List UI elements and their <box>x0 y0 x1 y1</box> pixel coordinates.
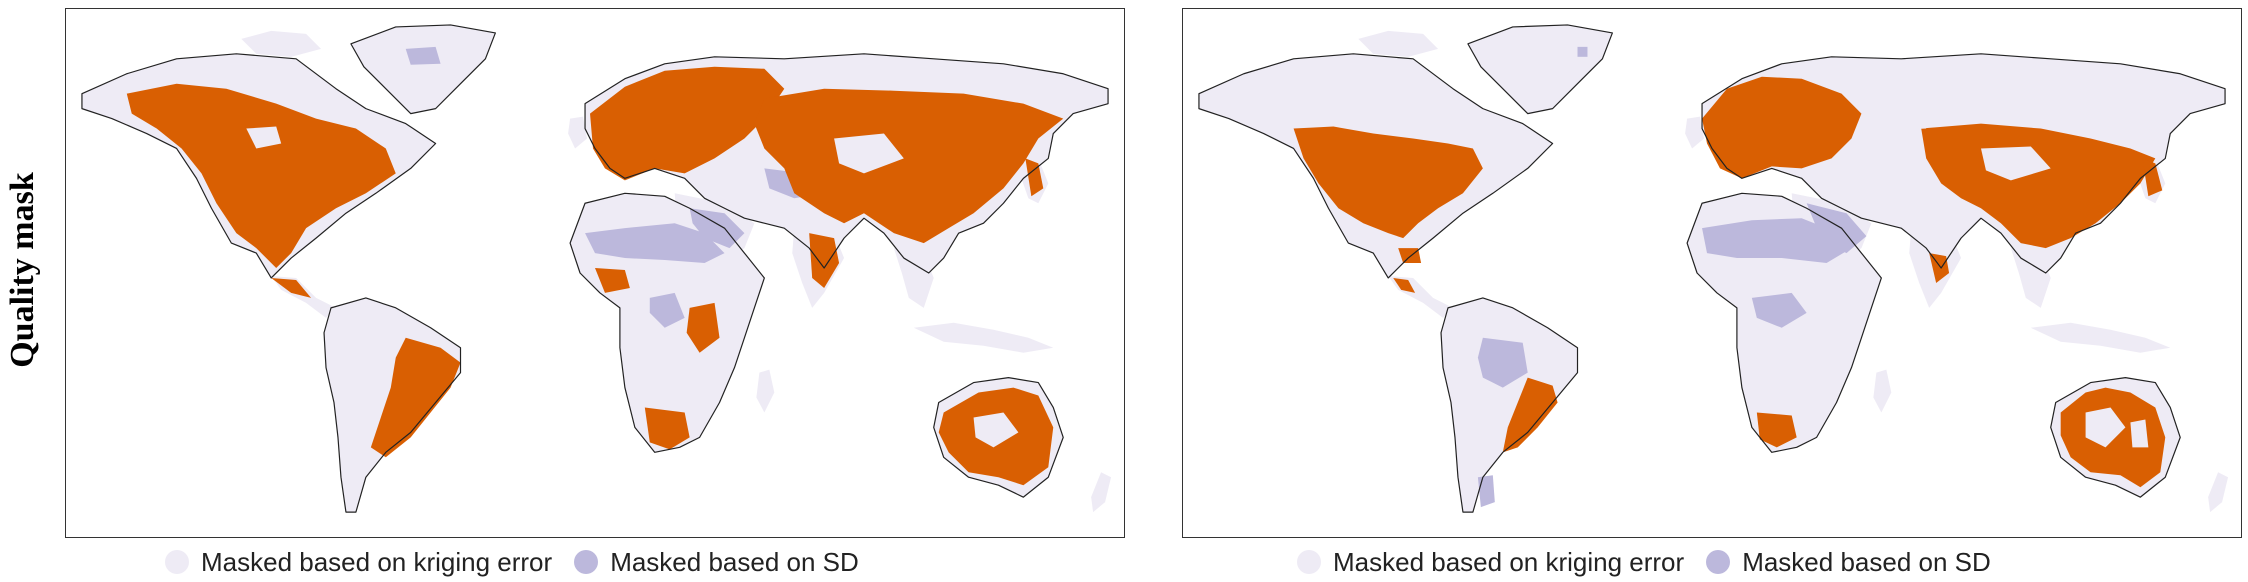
sd-sahara <box>585 223 725 264</box>
um-central-america <box>271 277 312 298</box>
sd-greenland <box>1577 46 1588 57</box>
sd-swatch-icon <box>1706 550 1731 574</box>
uk <box>1685 116 1705 149</box>
map-panel-right <box>1182 8 2242 538</box>
mask-inside-unmasked <box>246 126 1019 448</box>
um-south-africa <box>644 407 690 450</box>
greenland <box>350 24 496 114</box>
um-india <box>1929 253 1950 283</box>
legend-label-sd: Masked based on SD <box>610 546 859 577</box>
land-unmasked <box>126 66 1064 486</box>
um-japan <box>2142 158 2163 197</box>
madagascar <box>1873 369 1892 413</box>
south-america <box>1441 297 1578 513</box>
row-title: Quality mask <box>0 0 46 540</box>
southeast-asia <box>2010 248 2051 308</box>
sd-africa-south <box>649 292 685 328</box>
mask-inside-unmasked <box>1881 106 2149 448</box>
sd-sahara <box>1702 218 1852 264</box>
um-east-africa <box>686 302 720 353</box>
madagascar <box>756 369 775 413</box>
um-north-america <box>126 83 396 269</box>
um-west-africa <box>595 268 630 293</box>
um-south-africa <box>1756 412 1797 448</box>
um-asia <box>1921 123 2156 249</box>
sd-africa-central <box>1751 292 1807 328</box>
new-zealand <box>2208 472 2229 513</box>
um-asia <box>754 88 1064 244</box>
kriging-swatch-icon <box>1297 550 1321 574</box>
legend-item-sd: Masked based on SD <box>574 547 859 578</box>
coastlines <box>81 24 1109 513</box>
coastlines <box>1198 24 2226 513</box>
uk <box>568 116 588 149</box>
legend-label-kriging: Masked based on kriging error <box>201 546 553 577</box>
legend-item-sd: Masked based on SD <box>1706 547 1991 578</box>
legend-item-kriging: Masked based on kriging error <box>1297 547 1684 578</box>
southeast-asia <box>893 248 934 308</box>
arctic-islands <box>1358 30 1439 57</box>
um-central-america <box>1393 277 1416 293</box>
world-map-left <box>66 9 1124 537</box>
um-south-america <box>370 337 461 458</box>
row-title-text: Quality mask <box>4 172 42 368</box>
greenland <box>1467 24 1613 114</box>
sd-southern-cone <box>1477 475 1495 508</box>
legend-item-kriging: Masked based on kriging error <box>165 547 552 578</box>
legend-left: Masked based on kriging error Masked bas… <box>165 544 859 580</box>
sd-south-america <box>1477 337 1528 388</box>
um-north-america <box>1293 126 1483 239</box>
sd-swatch-icon <box>574 550 599 574</box>
indonesia <box>913 322 1054 353</box>
um-india <box>809 233 840 288</box>
sd-arabia <box>689 208 745 249</box>
new-zealand <box>1091 472 1112 513</box>
um-europe <box>1702 76 1862 179</box>
legend-right: Masked based on kriging error Masked bas… <box>1297 544 1991 580</box>
arctic-islands <box>241 30 322 57</box>
um-europe <box>590 66 785 181</box>
world-map-right <box>1183 9 2241 537</box>
legend-label-sd: Masked based on SD <box>1742 546 1991 577</box>
sd-greenland <box>405 46 441 65</box>
map-panel-left <box>65 8 1125 538</box>
um-south-america <box>1502 377 1558 453</box>
legend-label-kriging: Masked based on kriging error <box>1333 546 1685 577</box>
kriging-swatch-icon <box>165 550 189 574</box>
um-japan <box>1025 158 1044 197</box>
indonesia <box>2030 322 2171 353</box>
